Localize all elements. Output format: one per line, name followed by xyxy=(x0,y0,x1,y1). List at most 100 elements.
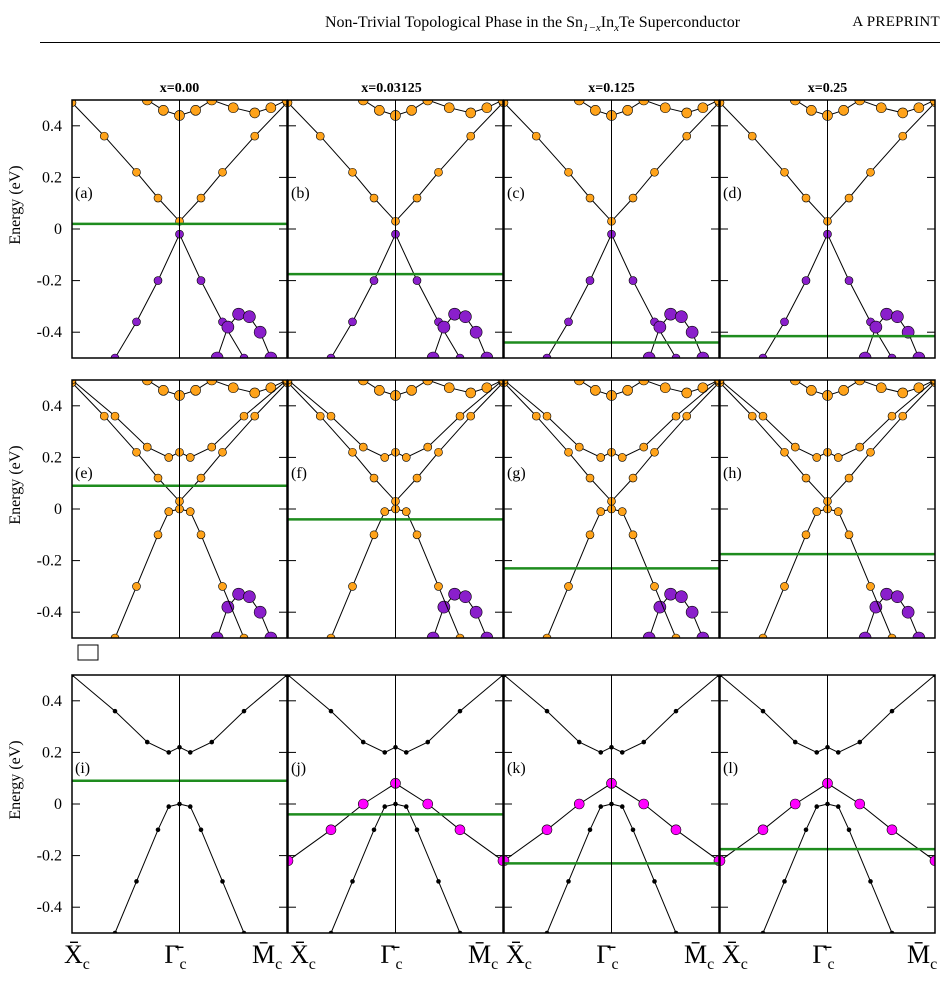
band-point xyxy=(326,411,336,421)
band-point xyxy=(697,382,709,394)
band-point xyxy=(630,827,636,833)
band-point xyxy=(422,100,434,106)
column-header: x=0.25 xyxy=(808,81,847,96)
band-point xyxy=(720,855,726,867)
band-point xyxy=(587,827,593,833)
band-point xyxy=(671,633,681,638)
band-point xyxy=(628,276,638,285)
band-point xyxy=(265,102,277,114)
band-point xyxy=(481,382,493,394)
band-point xyxy=(220,879,225,884)
band-point xyxy=(673,708,679,714)
band-point xyxy=(253,605,267,619)
band-point xyxy=(112,708,118,714)
band-point xyxy=(455,353,465,358)
band-point xyxy=(253,325,267,339)
band-point xyxy=(866,447,875,457)
band-point xyxy=(857,739,863,745)
k-point-subscript: c xyxy=(179,956,186,973)
band-point xyxy=(564,582,573,591)
band-point xyxy=(374,105,385,116)
band-point xyxy=(326,353,336,358)
band-point xyxy=(239,633,249,638)
panel-f: (f) xyxy=(287,379,504,639)
band-point xyxy=(380,507,390,516)
k-point-subscript: c xyxy=(707,956,714,973)
band-point xyxy=(185,507,195,516)
band-point xyxy=(682,411,692,421)
band-point xyxy=(596,507,606,516)
band-point xyxy=(780,317,789,327)
page-header: Non-Trivial Topological Phase in the Sn1… xyxy=(40,0,940,40)
legend-box xyxy=(77,644,99,661)
band-point xyxy=(239,353,249,358)
band-point xyxy=(325,824,337,836)
band-point xyxy=(792,739,798,745)
band-point xyxy=(326,633,336,638)
k-label-x: X̄c xyxy=(290,940,316,973)
band-point xyxy=(573,100,585,106)
band-point xyxy=(682,131,692,141)
band-point xyxy=(141,100,153,106)
band-point xyxy=(264,351,278,358)
band-point xyxy=(243,310,256,324)
band-point xyxy=(187,750,193,755)
band-point xyxy=(434,167,443,177)
band-point xyxy=(210,631,224,638)
k-label-gamma: Γ̄c xyxy=(812,940,834,973)
running-title: Non-Trivial Topological Phase in the Sn1… xyxy=(325,14,740,34)
band-point xyxy=(198,827,204,833)
band-point xyxy=(913,382,925,394)
panel-l: (l) xyxy=(719,674,936,934)
band-point xyxy=(403,750,409,755)
band-point xyxy=(747,411,757,421)
band-point xyxy=(110,633,120,638)
band-point xyxy=(806,385,817,396)
band-point xyxy=(617,453,627,462)
band-point xyxy=(844,530,854,540)
panel-plot-area xyxy=(720,675,935,933)
band-point xyxy=(401,507,411,516)
panel-c: (c) xyxy=(503,99,720,359)
panel-plot-area xyxy=(288,100,503,358)
band-point xyxy=(880,307,893,321)
band-point xyxy=(158,105,169,116)
band-point xyxy=(227,102,239,114)
panel-label: (c) xyxy=(507,185,525,202)
header-rule xyxy=(40,42,940,43)
band-point xyxy=(422,798,434,810)
band-point xyxy=(371,827,377,833)
band-point xyxy=(596,453,606,462)
band-point xyxy=(566,879,571,884)
band-point xyxy=(838,105,849,116)
band-point xyxy=(585,193,595,203)
band-point xyxy=(227,382,239,394)
band-point xyxy=(110,411,120,421)
column-header: x=0.00 xyxy=(160,81,199,96)
band-point xyxy=(619,804,625,809)
band-point xyxy=(357,100,369,106)
band-point xyxy=(72,100,77,107)
band-point xyxy=(360,739,366,745)
band-point xyxy=(713,100,719,106)
band-point xyxy=(369,193,379,203)
band-point xyxy=(891,310,904,324)
panel-h: (h) xyxy=(719,379,936,639)
band-point xyxy=(412,276,422,285)
y-tick-label: -0.4 xyxy=(37,604,62,621)
band-point xyxy=(166,804,172,809)
band-point xyxy=(465,387,477,399)
y-tick-label: 0.2 xyxy=(42,449,62,466)
band-point xyxy=(288,855,294,867)
band-point xyxy=(844,193,854,203)
band-point xyxy=(564,167,573,177)
band-point xyxy=(243,590,256,604)
band-point xyxy=(642,351,656,358)
panel-g: (g) xyxy=(503,379,720,639)
band-point xyxy=(209,739,215,745)
band-point xyxy=(455,633,465,638)
band-point xyxy=(639,442,649,452)
band-point xyxy=(638,798,650,810)
panel-label: (j) xyxy=(291,760,306,777)
band-point xyxy=(99,131,109,141)
